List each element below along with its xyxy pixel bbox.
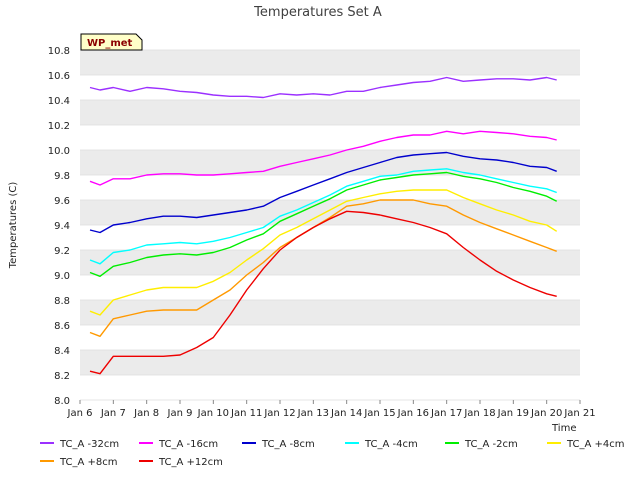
x-tick-label: Jan 10 xyxy=(197,408,229,419)
x-tick-label: Jan 7 xyxy=(100,408,126,419)
y-tick-label: 8.8 xyxy=(54,296,70,307)
x-tick-label: Jan 18 xyxy=(463,408,495,419)
series-lines xyxy=(89,76,558,375)
series-line-tc-a-4cm xyxy=(89,168,557,265)
grid-band xyxy=(80,350,580,375)
grid-band xyxy=(80,200,580,225)
plot-background-bands xyxy=(80,49,580,401)
wp-met-badge-label: WP_met xyxy=(87,38,133,49)
series-line-tc-a-8cm xyxy=(89,151,557,234)
y-tick-label: 9.4 xyxy=(54,221,70,232)
legend-entry-label: TC_A -16cm xyxy=(158,439,218,450)
x-tick-label: Jan 14 xyxy=(330,408,362,419)
x-tick-label: Jan 11 xyxy=(230,408,262,419)
x-tick-label: Jan 6 xyxy=(67,408,93,419)
legend: TC_A -32cm TC_A -16cm TC_A -8cm TC_A -4cm TC… xyxy=(40,439,625,468)
x-tick-label: Jan 17 xyxy=(430,408,462,419)
legend-entry-label: TC_A +12cm xyxy=(158,457,223,468)
grid-band xyxy=(80,150,580,175)
y-tick-label: 8.4 xyxy=(54,346,70,357)
y-tick-label: 10.0 xyxy=(48,146,70,157)
y-tick-label: 9.8 xyxy=(54,171,70,182)
y-axis-label: Temperatures (C) xyxy=(8,182,19,270)
x-axis-ticks: Jan 6 Jan 7 Jan 8 Jan 9 Jan 10 Jan 11 Jan 12 Ja… xyxy=(67,400,596,419)
x-tick-label: Jan 20 xyxy=(530,408,562,419)
x-tick-label: Jan 16 xyxy=(397,408,429,419)
series-line-tc-a-4cm xyxy=(89,189,558,316)
y-tick-label: 8.2 xyxy=(54,371,70,382)
x-tick-label: Jan 12 xyxy=(263,408,295,419)
chart-title: Temperatures Set A xyxy=(253,5,382,20)
series-line-tc-a-12cm xyxy=(89,210,557,375)
grid-band xyxy=(80,50,580,75)
y-tick-label: 8.0 xyxy=(54,396,70,407)
grid-band xyxy=(80,300,580,325)
series-line-tc-a-16cm xyxy=(89,130,557,186)
y-axis-ticks: 8.0 8.2 8.4 8.6 8.8 9.0 9.2 9.4 9.6 9.8 10.0 10.2 10… xyxy=(48,46,70,407)
y-tick-label: 8.6 xyxy=(54,321,70,332)
y-tick-label: 9.2 xyxy=(54,246,70,257)
y-tick-label: 9.0 xyxy=(54,271,70,282)
x-tick-label: Jan 9 xyxy=(167,408,193,419)
legend-entry-label: TC_A -8cm xyxy=(261,439,315,450)
legend-entry-label: TC_A -4cm xyxy=(364,439,418,450)
legend-entry-label: TC_A +4cm xyxy=(566,439,625,450)
x-tick-label: Jan 19 xyxy=(497,408,529,419)
x-tick-label: Jan 8 xyxy=(133,408,159,419)
wp-met-badge: WP_met xyxy=(80,33,143,51)
y-tick-label: 10.6 xyxy=(48,71,70,82)
grid-band xyxy=(80,250,580,275)
x-tick-label: Jan 21 xyxy=(563,408,595,419)
x-axis-label: Time xyxy=(551,423,576,434)
series-line-tc-a-32cm xyxy=(89,76,557,99)
y-tick-label: 10.2 xyxy=(48,121,70,132)
series-line-tc-a-2cm xyxy=(89,171,558,277)
legend-entry-label: TC_A -32cm xyxy=(59,439,119,450)
legend-entry-label: TC_A +8cm xyxy=(59,457,118,468)
y-tick-label: 10.8 xyxy=(48,46,70,57)
grid-band xyxy=(80,100,580,125)
y-tick-label: 10.4 xyxy=(48,96,70,107)
y-tick-label: 9.6 xyxy=(54,196,70,207)
legend-entry-label: TC_A -2cm xyxy=(464,439,518,450)
x-tick-label: Jan 15 xyxy=(363,408,395,419)
x-tick-label: Jan 13 xyxy=(297,408,329,419)
